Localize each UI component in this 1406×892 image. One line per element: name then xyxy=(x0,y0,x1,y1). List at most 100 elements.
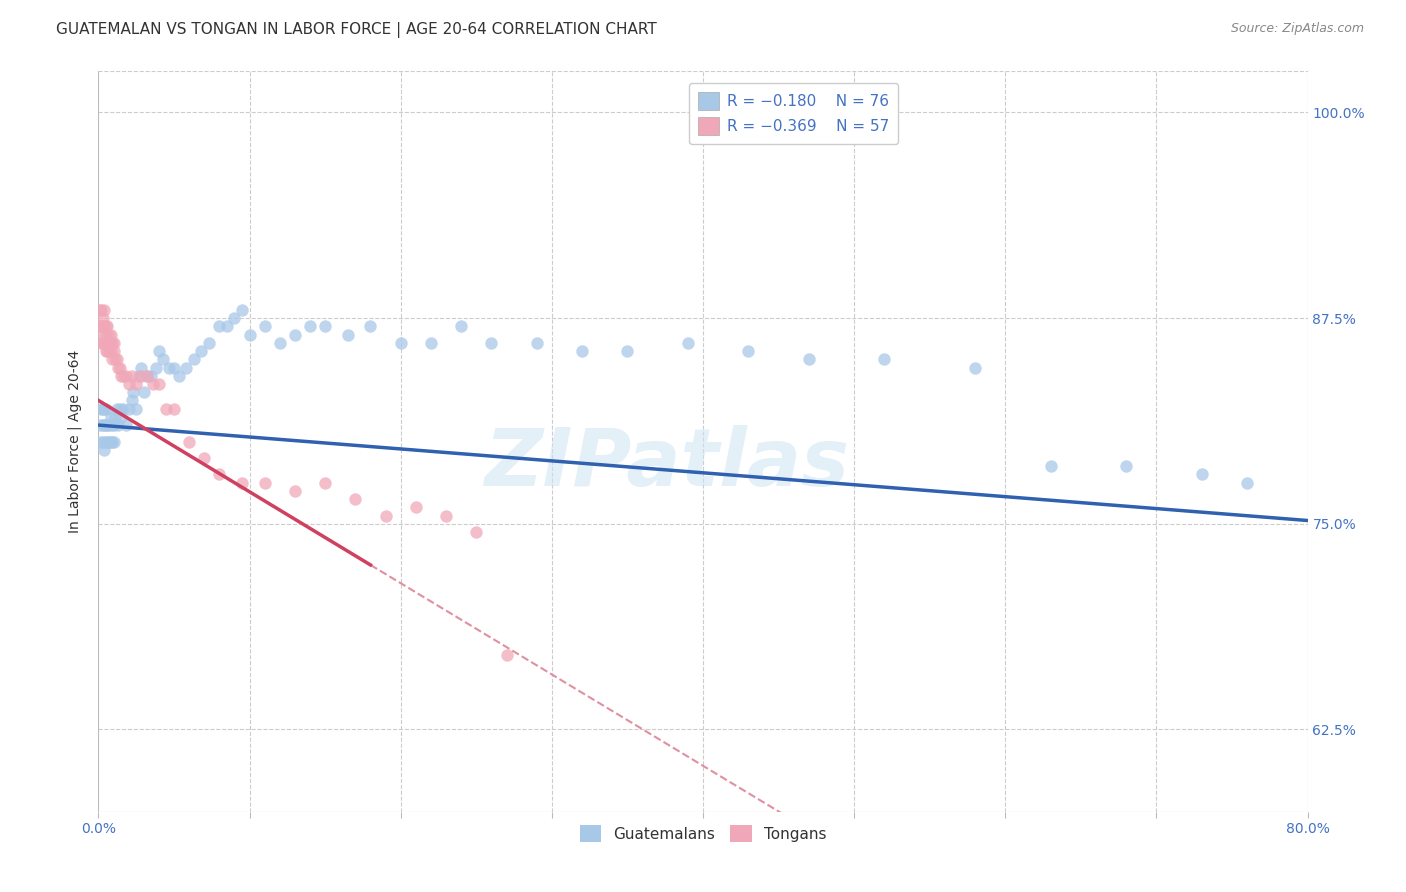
Point xyxy=(94,434,117,449)
Point xyxy=(344,492,367,507)
Point xyxy=(155,401,177,416)
Point xyxy=(208,319,231,334)
Point xyxy=(98,327,121,342)
Point xyxy=(94,327,117,342)
Point xyxy=(224,311,246,326)
Point xyxy=(93,335,115,350)
Point xyxy=(336,327,359,342)
Point xyxy=(495,648,517,663)
Point xyxy=(96,319,118,334)
Point xyxy=(360,319,382,334)
Point xyxy=(873,352,896,367)
Point xyxy=(103,344,125,359)
Point xyxy=(104,352,127,367)
Point xyxy=(104,409,127,424)
Point xyxy=(96,335,118,350)
Point xyxy=(91,335,114,350)
Point xyxy=(616,344,638,359)
Point xyxy=(231,302,253,317)
Point xyxy=(108,401,131,416)
Point xyxy=(129,360,152,375)
Point xyxy=(737,344,759,359)
Point xyxy=(91,311,114,326)
Point xyxy=(96,344,118,359)
Point xyxy=(89,319,111,334)
Point xyxy=(107,360,129,375)
Point xyxy=(179,434,201,449)
Point xyxy=(163,401,186,416)
Point xyxy=(101,434,124,449)
Point xyxy=(239,327,262,342)
Point xyxy=(374,508,396,523)
Point xyxy=(100,335,122,350)
Point xyxy=(96,434,118,449)
Point xyxy=(141,368,163,383)
Point xyxy=(571,344,593,359)
Point xyxy=(142,376,165,391)
Point xyxy=(125,401,148,416)
Point xyxy=(108,360,131,375)
Point xyxy=(96,418,118,433)
Point xyxy=(91,418,114,433)
Point xyxy=(148,344,170,359)
Point xyxy=(93,302,115,317)
Point xyxy=(132,385,155,400)
Point xyxy=(100,344,122,359)
Point xyxy=(215,319,238,334)
Point xyxy=(269,335,291,350)
Point xyxy=(314,319,336,334)
Point xyxy=(114,418,136,433)
Point xyxy=(253,475,276,490)
Text: ZIPatlas: ZIPatlas xyxy=(484,425,849,503)
Y-axis label: In Labor Force | Age 20-64: In Labor Force | Age 20-64 xyxy=(67,350,83,533)
Point xyxy=(93,327,115,342)
Point xyxy=(1039,459,1062,474)
Point xyxy=(526,335,548,350)
Point xyxy=(98,344,121,359)
Point xyxy=(93,401,115,416)
Text: Source: ZipAtlas.com: Source: ZipAtlas.com xyxy=(1230,22,1364,36)
Point xyxy=(94,418,117,433)
Point xyxy=(100,327,122,342)
Point xyxy=(208,467,231,482)
Point xyxy=(676,335,699,350)
Point xyxy=(122,385,145,400)
Point xyxy=(125,376,148,391)
Point xyxy=(434,508,457,523)
Point xyxy=(90,302,112,317)
Point xyxy=(389,335,412,350)
Point xyxy=(135,368,157,383)
Point xyxy=(93,442,115,457)
Point xyxy=(405,500,427,515)
Point xyxy=(105,352,128,367)
Point xyxy=(197,335,219,350)
Point xyxy=(148,376,170,391)
Point xyxy=(450,319,472,334)
Point xyxy=(231,475,253,490)
Point xyxy=(159,360,181,375)
Point xyxy=(93,418,115,433)
Point xyxy=(314,475,336,490)
Point xyxy=(98,434,121,449)
Point xyxy=(90,319,112,334)
Legend: Guatemalans, Tongans: Guatemalans, Tongans xyxy=(574,819,832,848)
Point xyxy=(90,401,112,416)
Point xyxy=(90,335,112,350)
Point xyxy=(101,335,124,350)
Point xyxy=(105,401,128,416)
Point xyxy=(163,360,186,375)
Point xyxy=(128,368,150,383)
Point xyxy=(93,319,115,334)
Point xyxy=(94,401,117,416)
Point xyxy=(101,418,124,433)
Point xyxy=(89,302,111,317)
Point xyxy=(89,418,111,433)
Point xyxy=(103,335,125,350)
Point xyxy=(135,368,157,383)
Point xyxy=(284,327,307,342)
Point xyxy=(91,434,114,449)
Point xyxy=(190,344,212,359)
Point xyxy=(94,344,117,359)
Point xyxy=(91,319,114,334)
Point xyxy=(90,434,112,449)
